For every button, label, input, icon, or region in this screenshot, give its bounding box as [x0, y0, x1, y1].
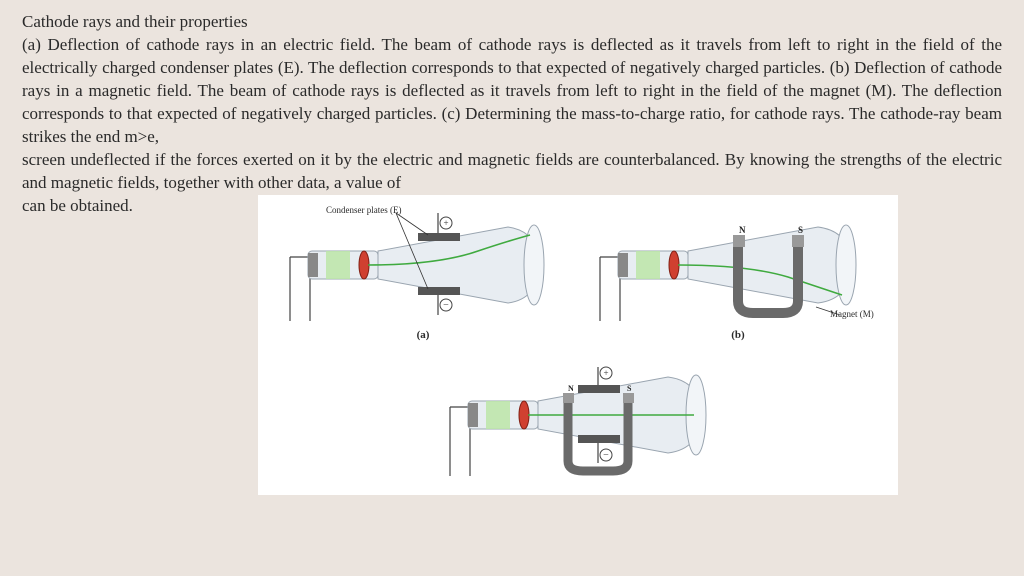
- svg-text:S: S: [627, 384, 632, 393]
- figure-a-label: (a): [278, 329, 568, 341]
- crt-c-svg: + − N S: [438, 351, 738, 481]
- page-title: Cathode rays and their properties: [22, 12, 1002, 32]
- magnet-label: Magnet (M): [830, 309, 874, 319]
- figure-b: N S Magnet (M) (b): [588, 201, 888, 341]
- svg-text:N: N: [568, 384, 574, 393]
- paragraph-1: (a) Deflection of cathode rays in an ele…: [22, 34, 1002, 149]
- svg-text:N: N: [739, 225, 746, 235]
- figure-a: Condenser plates (E): [278, 201, 568, 341]
- svg-text:−: −: [443, 300, 449, 311]
- crt-b-svg: N S: [588, 201, 888, 326]
- paragraph-2: screen undeflected if the forces exerted…: [22, 149, 1002, 195]
- svg-text:S: S: [798, 225, 803, 235]
- figure-panel: Condenser plates (E): [258, 195, 898, 495]
- svg-text:−: −: [603, 450, 609, 461]
- svg-text:+: +: [443, 218, 448, 228]
- figure-c: + − N S: [438, 351, 738, 491]
- condenser-label: Condenser plates (E): [326, 205, 401, 215]
- svg-text:+: +: [603, 368, 608, 378]
- figure-b-label: (b): [588, 329, 888, 341]
- crt-a-svg: + −: [278, 201, 568, 326]
